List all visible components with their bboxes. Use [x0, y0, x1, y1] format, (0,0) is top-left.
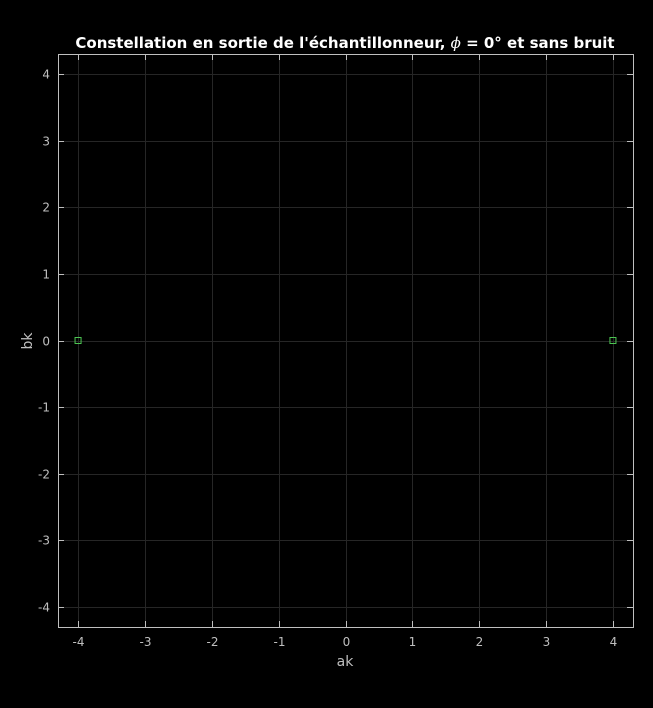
y-tick-label: -4: [38, 601, 50, 615]
axis-ticks: [58, 54, 633, 627]
y-tick-label: 1: [42, 268, 50, 282]
x-tick-label: 3: [543, 635, 551, 649]
x-tick-label: 0: [343, 635, 351, 649]
y-tick-label: 2: [42, 201, 50, 215]
chart-title-prefix: Constellation en sortie de l'échantillon…: [75, 34, 450, 52]
chart-title-suffix: = 0° et sans bruit: [461, 34, 615, 52]
x-tick-label: -3: [140, 635, 152, 649]
chart-title-symbol: ϕ: [451, 34, 461, 52]
tick-labels: -4 -3 -2 -1 0 1 2 3 4 -4 -3 -2 -1 0 1 2 3 4: [38, 68, 617, 650]
y-tick-label: -2: [38, 468, 50, 482]
x-axis-label: ak: [337, 654, 355, 670]
data-point: [74, 337, 82, 344]
y-tick-label: 0: [42, 335, 50, 349]
data-point: [609, 337, 617, 344]
y-tick-label: -3: [38, 534, 50, 548]
x-tick-label: -4: [73, 635, 85, 649]
y-tick-label: 3: [42, 135, 50, 149]
x-tick-label: -2: [207, 635, 219, 649]
grid: [58, 54, 633, 627]
data-points: [74, 337, 617, 344]
x-tick-label: 1: [409, 635, 417, 649]
y-tick-label: -1: [38, 401, 50, 415]
chart-title: Constellation en sortie de l'échantillon…: [75, 34, 614, 52]
y-tick-label: 4: [42, 68, 50, 82]
x-tick-label: -1: [274, 635, 286, 649]
y-axis-label: bk: [20, 332, 36, 350]
x-tick-label: 2: [476, 635, 484, 649]
x-tick-label: 4: [610, 635, 618, 649]
